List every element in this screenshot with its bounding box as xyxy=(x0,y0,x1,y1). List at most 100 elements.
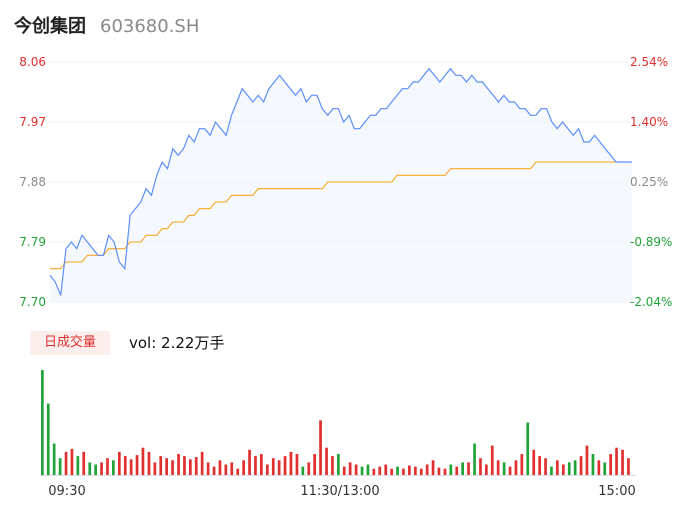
volume-bar xyxy=(455,466,459,475)
volume-bar xyxy=(94,464,97,475)
volume-bar xyxy=(538,456,541,475)
y-tick-right: -2.04% xyxy=(630,295,672,309)
volume-bar xyxy=(230,462,234,475)
stock-name: 今创集团 xyxy=(14,16,86,37)
volume-bar xyxy=(372,468,376,475)
volume-bar xyxy=(378,466,382,475)
x-tick: 15:00 xyxy=(598,484,635,499)
volume-readout-label: vol: xyxy=(129,334,162,352)
y-tick-left: 7.70 xyxy=(19,295,46,309)
y-tick-left: 7.88 xyxy=(19,175,46,189)
volume-bars xyxy=(41,370,630,476)
volume-bar xyxy=(177,454,180,475)
volume-bar xyxy=(402,468,405,475)
volume-bar xyxy=(485,464,488,475)
volume-bar xyxy=(242,460,245,475)
volume-bar xyxy=(431,460,435,475)
y-tick-right: 0.25% xyxy=(630,175,668,189)
volume-bar xyxy=(473,443,476,475)
time-axis: 09:30 11:30/13:00 15:00 xyxy=(40,475,636,499)
volume-bar xyxy=(289,451,293,475)
volume-bar xyxy=(337,454,340,475)
volume-bar xyxy=(360,466,364,475)
volume-bar xyxy=(183,456,186,475)
volume-bar xyxy=(301,466,305,475)
volume-bar xyxy=(129,459,133,476)
percent-axis-right: 2.54% 1.40% 0.25% -0.89% -2.04% xyxy=(630,55,672,309)
volume-bar xyxy=(562,464,565,475)
y-tick-left: 8.06 xyxy=(19,55,46,69)
volume-bar xyxy=(41,370,44,475)
volume-bar xyxy=(194,457,198,475)
volume-bar xyxy=(567,462,571,475)
volume-bar xyxy=(573,460,577,475)
volume-bar xyxy=(295,454,299,475)
y-tick-right: -0.89% xyxy=(630,235,672,249)
volume-bar xyxy=(467,462,470,475)
volume-bar xyxy=(556,460,559,475)
volume-bar xyxy=(283,456,287,475)
volume-bar xyxy=(408,465,411,475)
volume-bar xyxy=(266,464,269,475)
volume-bar xyxy=(348,462,352,475)
volume-bar xyxy=(502,462,506,475)
volume-bar xyxy=(419,468,423,475)
volume-bar xyxy=(366,464,370,475)
volume-bar xyxy=(313,454,316,475)
y-tick-left: 7.79 xyxy=(19,235,46,249)
volume-bar xyxy=(354,464,358,475)
volume-bar xyxy=(141,447,145,475)
volume-bar xyxy=(514,460,518,475)
price-line xyxy=(49,67,632,296)
y-tick-right: 2.54% xyxy=(630,55,668,69)
volume-bar xyxy=(449,464,453,475)
average-price-line xyxy=(50,161,632,270)
y-tick-left: 7.97 xyxy=(19,115,46,129)
volume-bar xyxy=(236,468,240,475)
volume-bar xyxy=(88,462,92,475)
volume-bar xyxy=(118,451,121,475)
volume-bar xyxy=(248,449,251,475)
volume-bar xyxy=(479,458,482,475)
volume-bar xyxy=(390,468,393,475)
volume-bar xyxy=(461,462,464,475)
volume-bar xyxy=(212,466,216,475)
volume-bar xyxy=(526,422,530,475)
volume-bar xyxy=(544,458,547,475)
volume-bar xyxy=(147,451,151,475)
volume-bar xyxy=(496,460,500,475)
volume-bar xyxy=(597,460,601,475)
volume-bar xyxy=(218,460,222,475)
volume-bar xyxy=(254,456,257,475)
volume-bar xyxy=(384,464,388,475)
volume-bar xyxy=(200,451,204,475)
price-area xyxy=(50,68,632,302)
volume-bar xyxy=(76,456,80,475)
volume-bar xyxy=(260,454,263,475)
volume-bar xyxy=(271,458,275,475)
volume-bar xyxy=(585,445,589,475)
volume-bar xyxy=(532,449,536,475)
volume-bar xyxy=(396,466,399,475)
volume-bar xyxy=(277,460,281,475)
volume-bar xyxy=(64,451,68,475)
y-tick-right: 1.40% xyxy=(630,115,668,129)
volume-readout: vol: 2.22万手 xyxy=(129,332,224,353)
volume-bar xyxy=(425,464,429,475)
x-tick: 09:30 xyxy=(48,484,85,499)
volume-bar xyxy=(135,455,139,475)
volume-bar xyxy=(342,466,346,475)
volume-bar xyxy=(603,462,607,475)
volume-bar xyxy=(206,462,210,475)
volume-tab[interactable]: 日成交量 xyxy=(30,331,110,355)
volume-bar xyxy=(621,449,624,475)
volume-bar xyxy=(550,466,553,475)
volume-bar xyxy=(189,459,192,476)
volume-bar xyxy=(437,467,441,475)
stock-code: 603680.SH xyxy=(100,16,200,37)
volume-bar xyxy=(171,460,174,475)
volume-bar xyxy=(58,458,62,475)
volume-bar xyxy=(319,420,322,475)
volume-bar xyxy=(165,458,168,475)
